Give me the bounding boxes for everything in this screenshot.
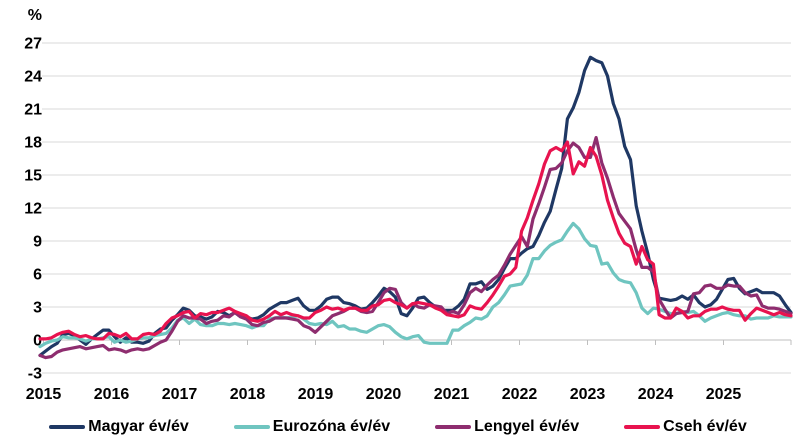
y-axis-tick-label: -3 [28,366,42,383]
y-axis-tick-label: 15 [24,168,42,185]
series-line-3 [38,140,793,341]
legend-line-swatch-icon [49,424,86,430]
chart-canvas: % 27 24 21 18 15 12 9 6 3 0 -3 2015 2016 2017 2018 2019… [24,7,793,404]
y-axis-tick-label: 18 [24,135,42,152]
x-axis-tick-label: 2019 [298,386,334,403]
y-axis-tick-label: 12 [24,201,42,218]
x-axis-tick-label: 2018 [230,386,266,403]
y-axis-tick-label: 27 [24,36,42,53]
series-lines [38,55,793,360]
legend-line-swatch-icon [233,424,270,430]
x-axis-tick-label: 2016 [94,386,130,403]
chart-legend: Magyar év/év Eurozóna év/év Lengyel év/év C… [0,411,796,443]
series-line-2 [38,136,793,360]
x-axis-tick-label: 2021 [434,386,470,403]
legend-item-0: Magyar év/év [49,418,189,436]
legend-item-3: Cseh év/év [624,418,747,436]
x-axis-tick-label: 2015 [26,386,62,403]
y-axis-tick-label: 3 [33,300,42,317]
legend-item-1: Eurozóna év/év [233,418,391,436]
axis-labels: 27 24 21 18 15 12 9 6 3 0 -3 2015 2016 2017 2018 2019 20… [24,36,741,404]
legend-item-2: Lengyel év/év [435,418,579,436]
y-axis-tick-label: 6 [33,267,42,284]
y-axis-unit-label: % [28,7,42,24]
x-axis-tick-label: 2023 [570,386,606,403]
y-axis-tick-label: 24 [24,69,42,86]
legend-label: Lengyel év/év [474,418,580,435]
y-axis-tick-label: 0 [33,333,42,350]
legend-label: Magyar év/év [88,418,189,435]
legend-label: Eurozóna év/év [272,418,391,435]
gridlines [42,42,791,374]
x-axis-tick-label: 2022 [502,386,538,403]
y-axis-tick-label: 21 [24,102,42,119]
legend-label: Cseh év/év [663,418,747,435]
legend-line-swatch-icon [435,424,472,430]
x-axis-tick-label: 2020 [366,386,402,403]
x-axis-tick-label: 2025 [706,386,742,403]
y-axis-tick-label: 9 [33,234,42,251]
x-axis-tick-label: 2024 [638,386,674,403]
series-line-1 [38,221,793,349]
x-axis-tick-label: 2017 [162,386,198,403]
legend-line-swatch-icon [624,424,661,430]
